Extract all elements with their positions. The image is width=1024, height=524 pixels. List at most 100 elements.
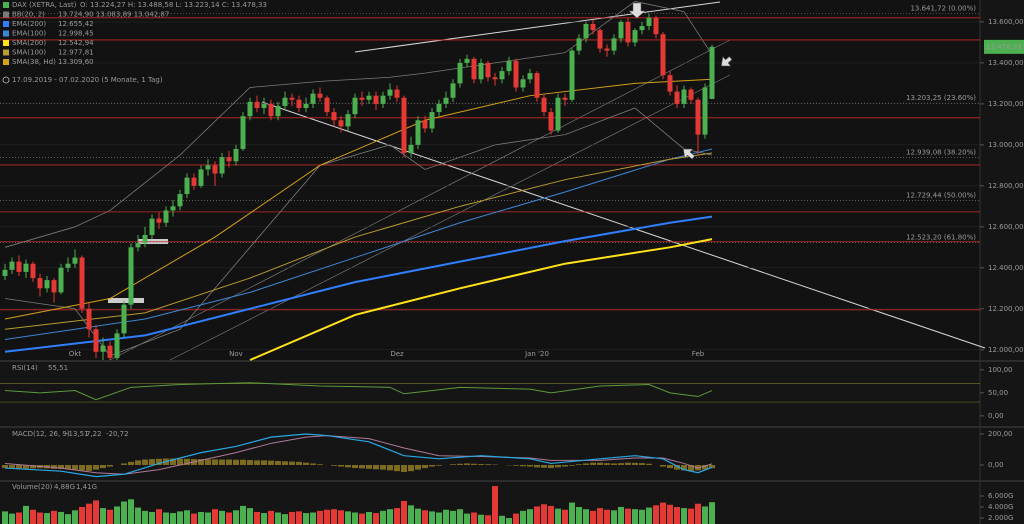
- candle-body: [667, 75, 673, 92]
- candle-body: [387, 89, 393, 96]
- x-tick-label: Feb: [692, 350, 705, 358]
- histogram-bar: [639, 463, 645, 465]
- moving-average: [4, 215, 713, 353]
- panel-value: -20,72: [106, 430, 129, 438]
- volume-bar: [51, 510, 57, 524]
- histogram-bar: [527, 464, 533, 467]
- legend-swatch: [3, 30, 9, 37]
- candle-body: [240, 116, 246, 149]
- histogram-bar: [107, 464, 113, 467]
- candle-body: [44, 280, 50, 289]
- volume-bar: [107, 509, 113, 524]
- candle-body: [198, 169, 204, 186]
- candle-body: [562, 97, 568, 100]
- legend-ohlc: O: 13.224,27 H: 13.488,58 L: 13.223,14 C…: [80, 1, 267, 9]
- volume-bar: [37, 512, 43, 524]
- volume-bar: [296, 511, 302, 524]
- histogram-bar: [65, 464, 71, 470]
- histogram-bar: [513, 464, 519, 466]
- candle-body: [345, 114, 351, 127]
- volume-bar: [548, 505, 554, 524]
- histogram-bar: [296, 461, 302, 465]
- candle-body: [72, 257, 78, 264]
- candle-body: [513, 60, 519, 88]
- y-tick-label: 2.000G: [988, 514, 1013, 522]
- candle-body: [471, 58, 477, 80]
- histogram-bar: [128, 461, 134, 465]
- legend-value: 13.724,90 13.083,89 13.042,87: [58, 11, 169, 19]
- candle-body: [177, 194, 183, 207]
- candle-body: [128, 247, 134, 305]
- volume-bar: [653, 505, 659, 524]
- candle-body: [646, 17, 652, 27]
- histogram-bar: [338, 464, 344, 467]
- histogram-bar: [548, 464, 554, 469]
- histogram-bar: [9, 464, 15, 469]
- volume-bar: [604, 509, 610, 524]
- candle-body: [16, 261, 22, 272]
- fib-label: 12.523,20 (61.80%): [906, 234, 976, 242]
- candle-body: [261, 103, 267, 108]
- candle-body: [366, 95, 372, 100]
- candle-body: [520, 79, 526, 88]
- candle-body: [86, 308, 92, 330]
- moving-average: [249, 238, 713, 361]
- volume-bar: [331, 509, 337, 524]
- panel-title: Volume(20): [12, 483, 53, 491]
- candle-body: [233, 148, 239, 162]
- fib-label: 13.203,25 (23.60%): [906, 94, 976, 102]
- histogram-bar: [709, 464, 715, 469]
- volume-bar: [471, 512, 477, 524]
- histogram-bar: [457, 463, 463, 465]
- volume-bar: [457, 509, 463, 524]
- histogram-bar: [436, 464, 442, 466]
- histogram-bar: [72, 464, 78, 470]
- candle-body: [156, 218, 162, 223]
- histogram-bar: [562, 464, 568, 467]
- volume-bar: [485, 515, 491, 524]
- volume-bar: [527, 509, 533, 524]
- legend-name: SMA(200): [12, 39, 46, 47]
- legend-swatch: [3, 59, 9, 65]
- volume-bar: [667, 504, 673, 524]
- volume-bar: [646, 507, 652, 524]
- candle-body: [394, 89, 400, 98]
- histogram-bar: [625, 462, 631, 465]
- histogram-bar: [254, 460, 260, 465]
- volume-bar: [275, 512, 281, 524]
- volume-bar: [583, 509, 589, 524]
- candle-body: [618, 21, 624, 39]
- histogram-bar: [149, 459, 155, 465]
- panel-title: MACD(12, 26, 9): [12, 430, 70, 438]
- histogram-bar: [380, 464, 386, 470]
- histogram-bar: [177, 458, 183, 465]
- arrow: [721, 56, 733, 67]
- candle-body: [506, 60, 512, 72]
- volume-bar: [345, 511, 351, 524]
- volume-bar: [352, 512, 358, 524]
- candle-body: [107, 345, 113, 358]
- volume-bar: [44, 513, 50, 524]
- y-tick-label: 0,00: [988, 461, 1004, 469]
- histogram-bar: [464, 463, 470, 465]
- volume-bar: [324, 509, 330, 524]
- candle-body: [534, 73, 540, 98]
- volume-bar: [254, 511, 260, 524]
- period-label: 17.09.2019 - 07.02.2020 (5 Monate, 1 Tag…: [12, 76, 163, 84]
- volume-bar: [233, 510, 239, 524]
- histogram-bar: [16, 464, 22, 469]
- histogram-bar: [702, 464, 708, 470]
- volume-bar: [492, 486, 498, 524]
- candle-body: [93, 329, 99, 352]
- panel-value: -13,51: [66, 430, 89, 438]
- candle-body: [163, 210, 169, 223]
- volume-bar: [695, 503, 701, 524]
- legend-swatch: [3, 21, 9, 27]
- candle-body: [688, 89, 694, 100]
- moving-average: [4, 148, 713, 341]
- histogram-bar: [58, 464, 64, 469]
- histogram-bar: [303, 462, 309, 465]
- histogram-bar: [688, 464, 694, 471]
- histogram-bar: [667, 464, 673, 469]
- legend-name: BB(20, 2): [12, 11, 45, 19]
